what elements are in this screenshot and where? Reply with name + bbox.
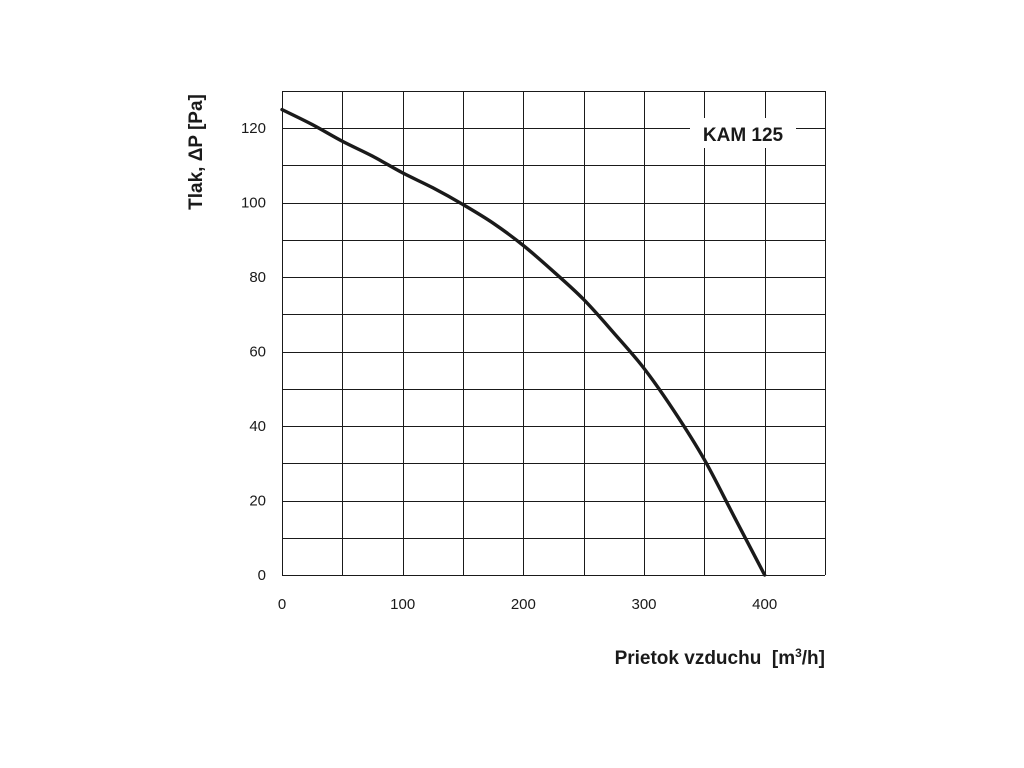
y-tick-label: 60	[249, 344, 266, 361]
x-tick-label: 200	[511, 596, 536, 613]
series-line-kam-125	[280, 107, 767, 577]
legend-background	[690, 118, 796, 148]
x-tick-label: 400	[752, 596, 777, 613]
tick-labels: 0 100 200 300 400 0 20 40 60 80 100 120	[241, 120, 777, 613]
y-tick-label: 20	[249, 493, 266, 510]
y-tick-label: 120	[241, 120, 266, 137]
x-axis-title: Prietok vzduchu [m3/h]	[615, 646, 825, 669]
legend-label: KAM 125	[703, 125, 784, 146]
y-tick-label: 100	[241, 195, 266, 212]
y-tick-label: 0	[258, 567, 266, 584]
series-layer	[280, 107, 767, 577]
legend: KAM 125	[690, 118, 796, 148]
y-tick-label: 80	[249, 269, 266, 286]
y-tick-label: 40	[249, 418, 266, 435]
x-tick-label: 300	[631, 596, 656, 613]
x-tick-label: 0	[278, 596, 286, 613]
x-tick-label: 100	[390, 596, 415, 613]
grid	[282, 91, 826, 576]
y-axis-title: Tlak, ΔP [Pa]	[186, 94, 207, 210]
